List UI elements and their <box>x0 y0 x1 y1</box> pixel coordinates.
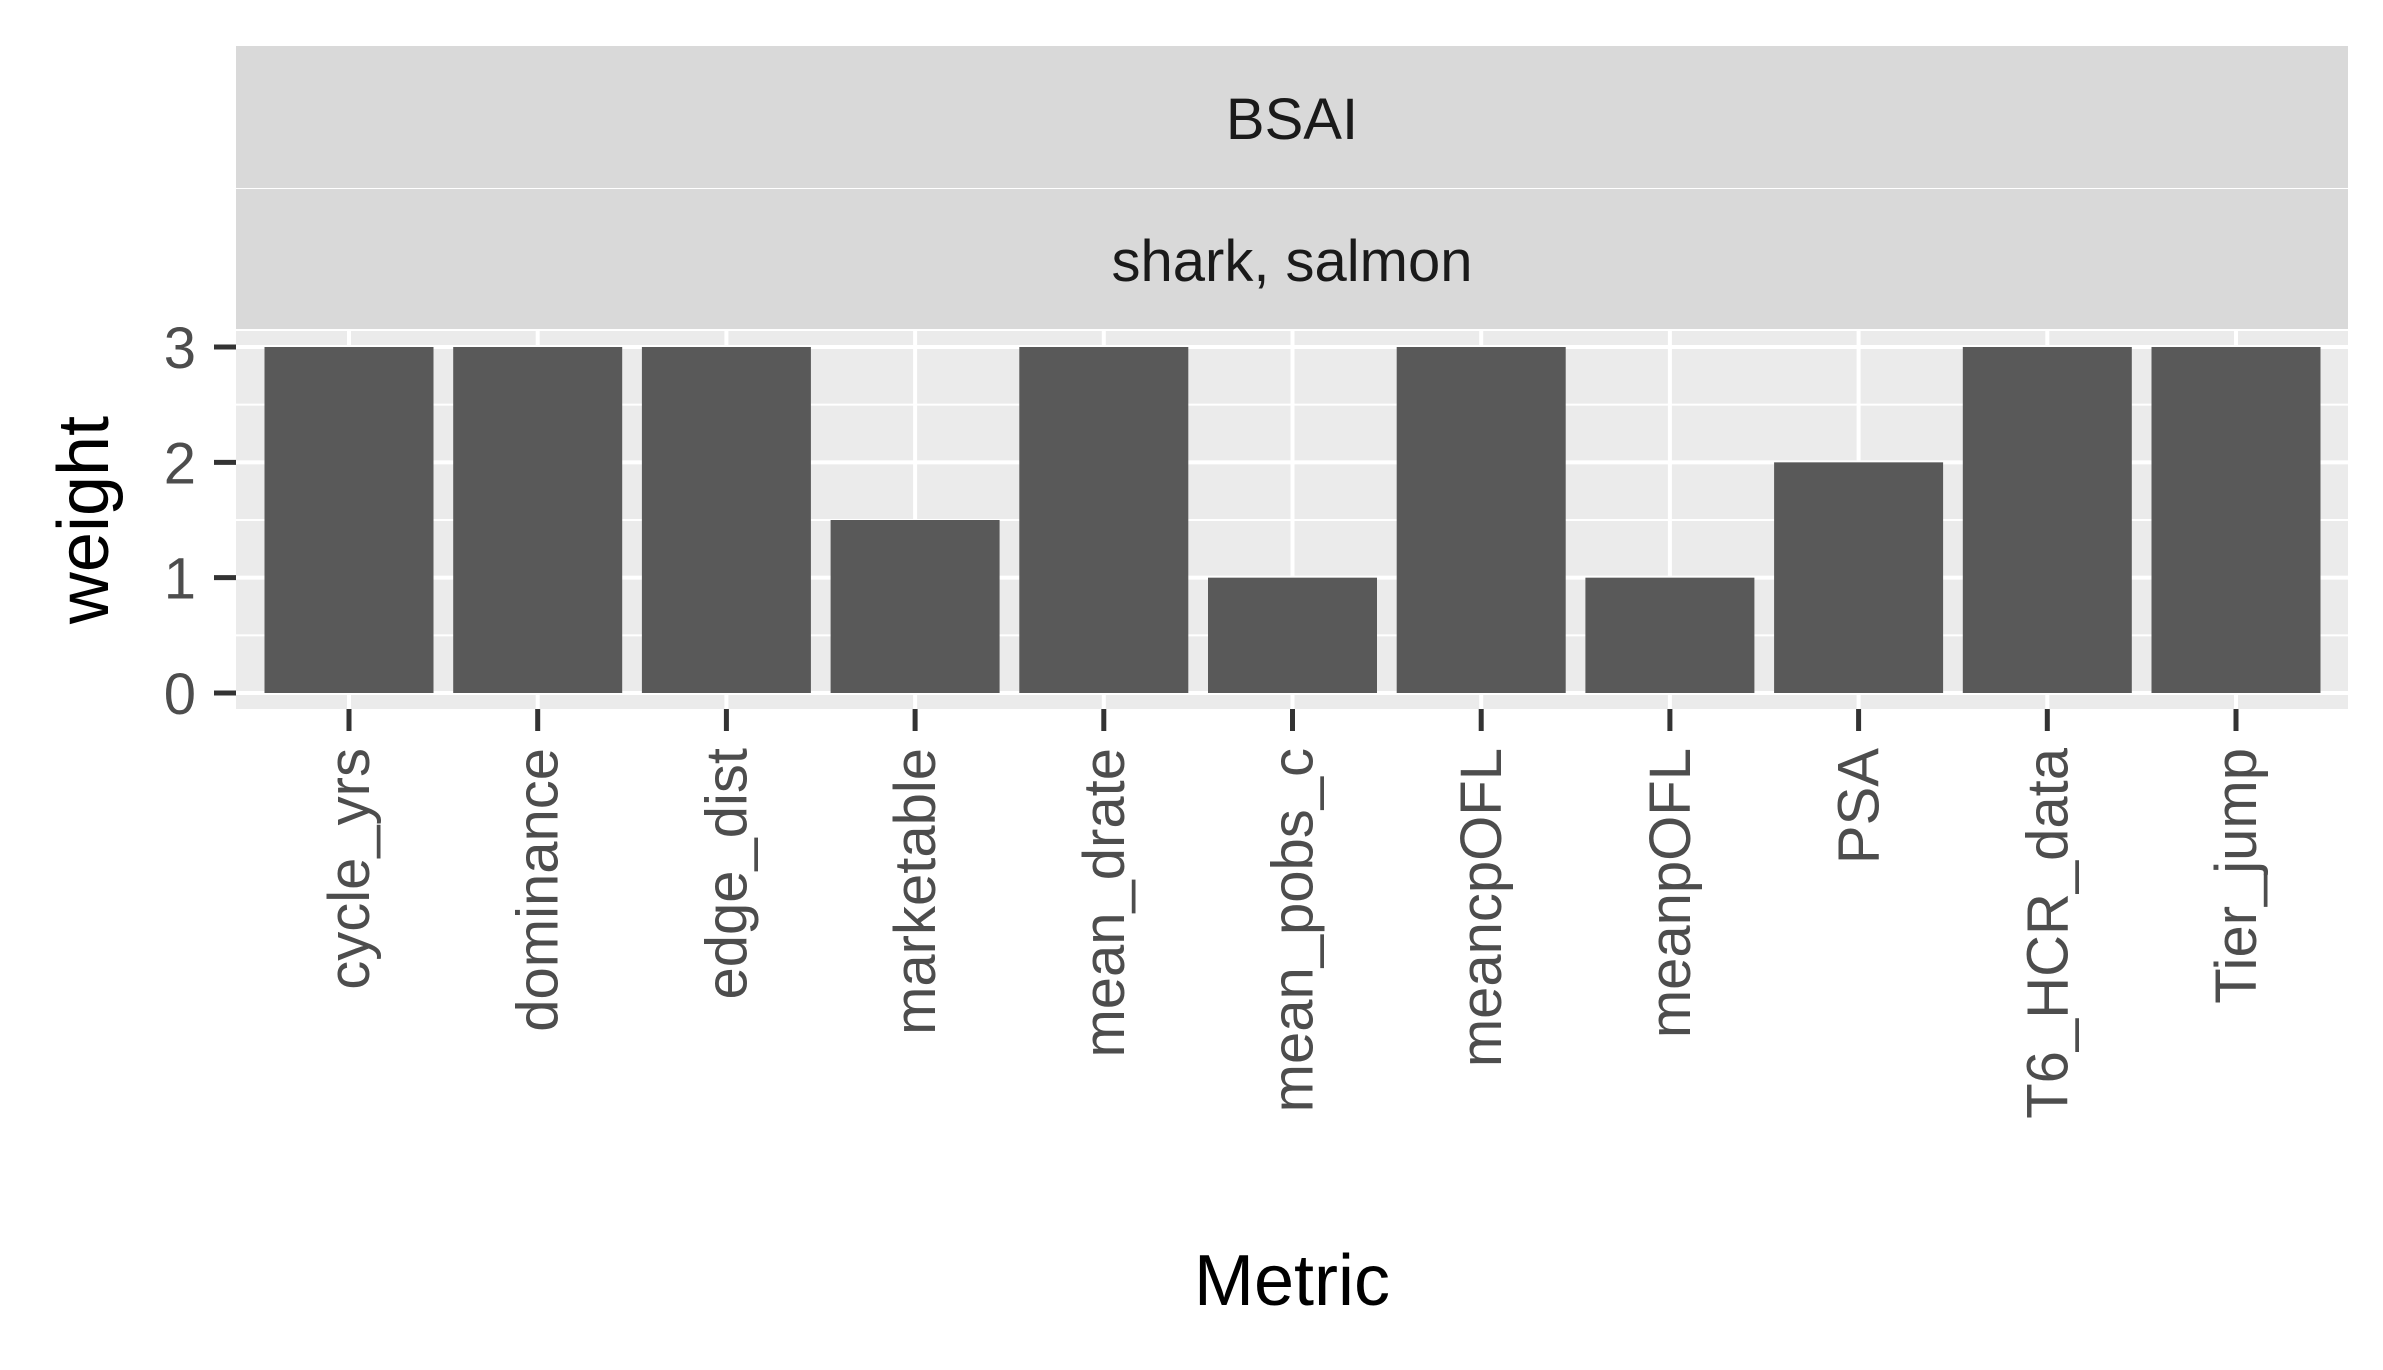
facet-strip-bottom-label: shark, salmon <box>1111 229 1472 294</box>
x-axis: cycle_yrs dominance edge_dist marketable mea… <box>317 709 2269 1119</box>
x-tick-label: dominance <box>506 748 571 1032</box>
x-tick-label: mean_drate <box>1072 748 1137 1058</box>
y-tick-label: 0 <box>164 662 196 727</box>
bar-PSA <box>1774 462 1944 693</box>
x-tick-label: Tier_jump <box>2204 748 2269 1004</box>
y-axis-title: weight <box>44 416 124 625</box>
bar-mean_drate <box>1019 347 1189 693</box>
y-tick-label: 3 <box>164 316 196 381</box>
x-axis-title: Metric <box>1194 1241 1390 1321</box>
y-axis: 0 1 2 3 <box>164 316 236 727</box>
bar-meancpOFL <box>1396 347 1566 693</box>
y-tick-label: 1 <box>164 547 196 612</box>
x-tick-label: meancpOFL <box>1449 748 1514 1067</box>
bar-dominance <box>453 347 623 693</box>
x-tick-label: edge_dist <box>694 748 759 1000</box>
facet-strip-bottom <box>236 189 2348 329</box>
bar-cycle_yrs <box>264 347 434 693</box>
facet-strip-top <box>236 46 2348 188</box>
x-tick-label: cycle_yrs <box>317 748 382 990</box>
bar-edge_dist <box>641 347 811 693</box>
x-tick-label: mean_pobs_c <box>1261 748 1326 1112</box>
bar-mean_pobs_c <box>1208 577 1377 693</box>
x-tick-label: T6_HCR_data <box>2015 747 2080 1118</box>
bar-marketable <box>830 520 1000 693</box>
facet-strip-top-label: BSAI <box>1226 87 1358 152</box>
x-tick-label: meanpOFL <box>1638 748 1703 1038</box>
x-tick-label: marketable <box>883 748 948 1035</box>
bar-Tier_jump <box>2151 347 2321 693</box>
y-tick-label: 2 <box>164 431 196 496</box>
bar-meanpOFL <box>1585 577 1755 693</box>
bar-T6_HCR_data <box>1962 347 2132 693</box>
x-tick-label: PSA <box>1827 748 1892 864</box>
bars <box>264 347 2321 693</box>
